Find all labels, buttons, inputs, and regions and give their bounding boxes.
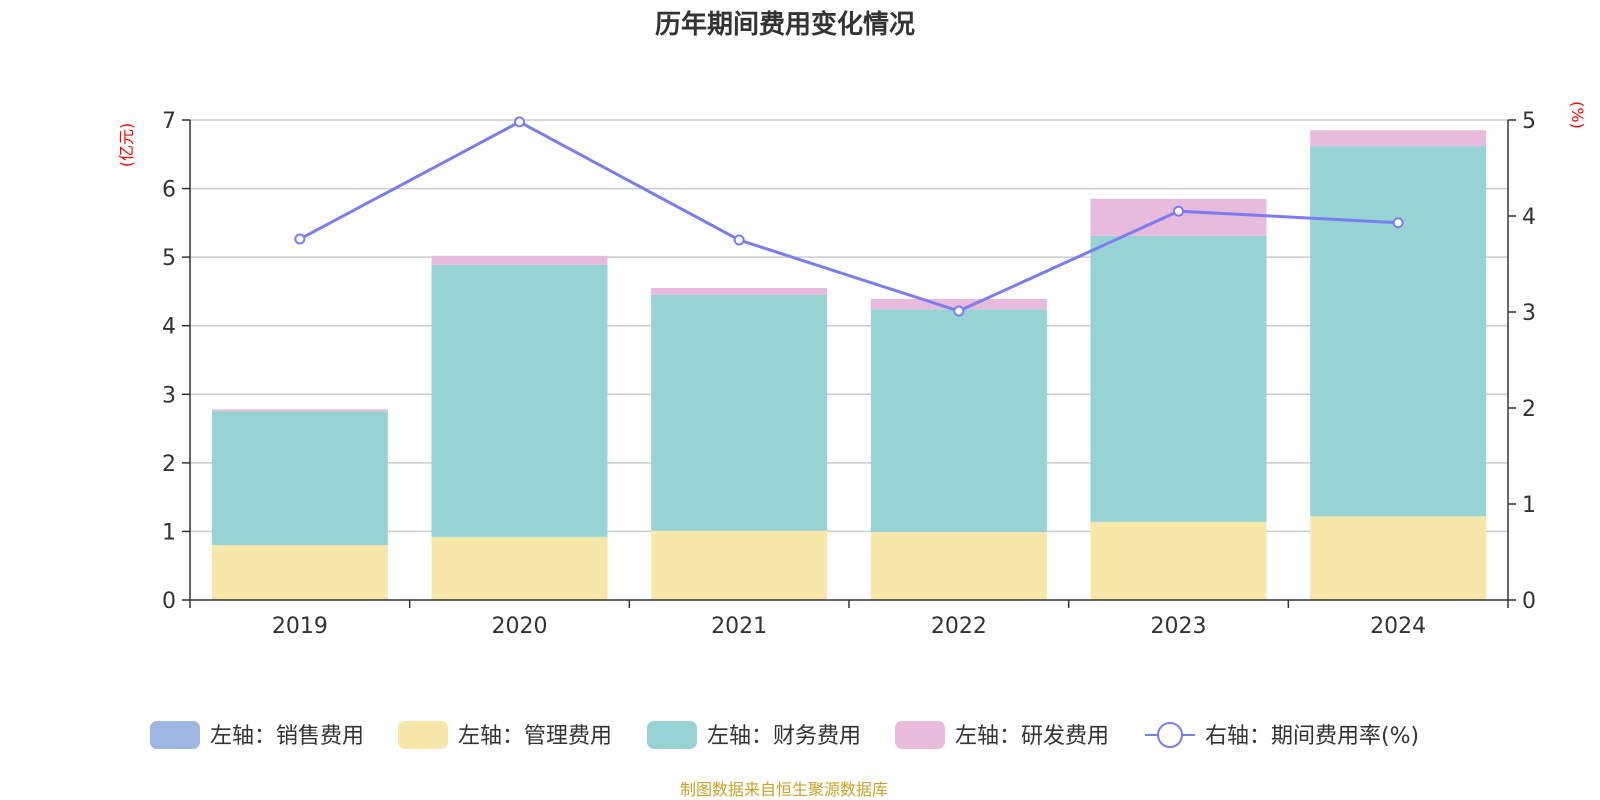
x-axis-tick-label: 2023: [1151, 614, 1207, 639]
bar-segment[interactable]: [870, 298, 1047, 310]
bar-series: [211, 130, 1487, 600]
left-axis-tick-label: 4: [162, 315, 176, 340]
legend-swatch[interactable]: [398, 721, 448, 749]
axes: 0 1 2 3 4 5 6 7 0 1 2 3 4 5 2019 2020 2021 2022 2023 2024: [162, 109, 1536, 639]
bar-segment[interactable]: [870, 532, 1047, 600]
bar-segment[interactable]: [211, 409, 388, 412]
right-axis-tick-label: 0: [1522, 589, 1536, 614]
rate-point[interactable]: [294, 233, 306, 245]
bar-segment[interactable]: [1090, 235, 1267, 522]
bar-segment[interactable]: [651, 530, 828, 600]
bar-segment[interactable]: [1310, 130, 1487, 147]
right-axis-unit: (%): [1568, 101, 1587, 129]
x-axis-tick-label: 2019: [272, 614, 328, 639]
rate-point[interactable]: [953, 305, 965, 317]
x-axis-tick-label: 2020: [492, 614, 548, 639]
right-axis-tick-label: 2: [1522, 397, 1536, 422]
bar-segment[interactable]: [651, 288, 828, 295]
right-axis-tick-label: 4: [1522, 205, 1536, 230]
legend-label[interactable]: 左轴：销售费用: [210, 724, 364, 749]
legend[interactable]: 左轴：销售费用 左轴：管理费用 左轴：财务费用 左轴：研发费用 右轴：期间费用率(%): [150, 721, 1419, 749]
x-axis-tick-label: 2022: [931, 614, 987, 639]
rate-point[interactable]: [1392, 217, 1404, 229]
bar-segment[interactable]: [1090, 198, 1267, 236]
x-axis-tick-label: 2024: [1370, 614, 1426, 639]
legend-label[interactable]: 左轴：管理费用: [458, 724, 612, 749]
data-source-note: 制图数据来自恒生聚源数据库: [680, 780, 888, 799]
legend-swatch[interactable]: [647, 721, 697, 749]
legend-label[interactable]: 右轴：期间费用率(%): [1205, 724, 1419, 749]
left-axis-unit: (亿元): [117, 123, 136, 168]
bar-segment[interactable]: [431, 255, 608, 265]
legend-swatch[interactable]: [895, 721, 945, 749]
legend-swatch-marker[interactable]: [1157, 722, 1183, 748]
grid-lines: [190, 119, 1508, 533]
bar-segment[interactable]: [1090, 521, 1267, 600]
bar-segment[interactable]: [431, 264, 608, 537]
left-axis-tick-label: 2: [162, 452, 176, 477]
line-series: [294, 116, 1404, 317]
left-axis-tick-label: 5: [162, 246, 176, 271]
bar-segment[interactable]: [1310, 146, 1487, 517]
rate-line: [299, 120, 1399, 313]
x-axis-tick-label: 2021: [711, 614, 767, 639]
rate-point[interactable]: [514, 116, 525, 128]
right-axis-tick-label: 1: [1522, 493, 1536, 518]
left-axis-tick-label: 1: [162, 520, 176, 545]
left-axis-tick-label: 3: [162, 383, 176, 408]
right-axis-tick-label: 3: [1522, 301, 1536, 326]
bar-segment[interactable]: [431, 536, 608, 600]
rate-point[interactable]: [1173, 205, 1184, 217]
bar-segment[interactable]: [211, 411, 388, 546]
rate-point[interactable]: [733, 234, 745, 246]
bar-segment[interactable]: [870, 309, 1047, 533]
bar-segment[interactable]: [211, 545, 388, 600]
right-axis-tick-label: 5: [1522, 109, 1536, 134]
legend-label[interactable]: 左轴：研发费用: [955, 724, 1109, 749]
bar-segment[interactable]: [1310, 516, 1487, 600]
legend-label[interactable]: 左轴：财务费用: [707, 724, 861, 749]
left-axis-tick-label: 6: [162, 178, 176, 203]
chart-title: 历年期间费用变化情况: [655, 9, 915, 40]
legend-swatch[interactable]: [150, 721, 200, 749]
left-axis-tick-label: 7: [162, 109, 176, 134]
left-axis-tick-label: 0: [162, 589, 176, 614]
bar-segment[interactable]: [651, 294, 828, 531]
